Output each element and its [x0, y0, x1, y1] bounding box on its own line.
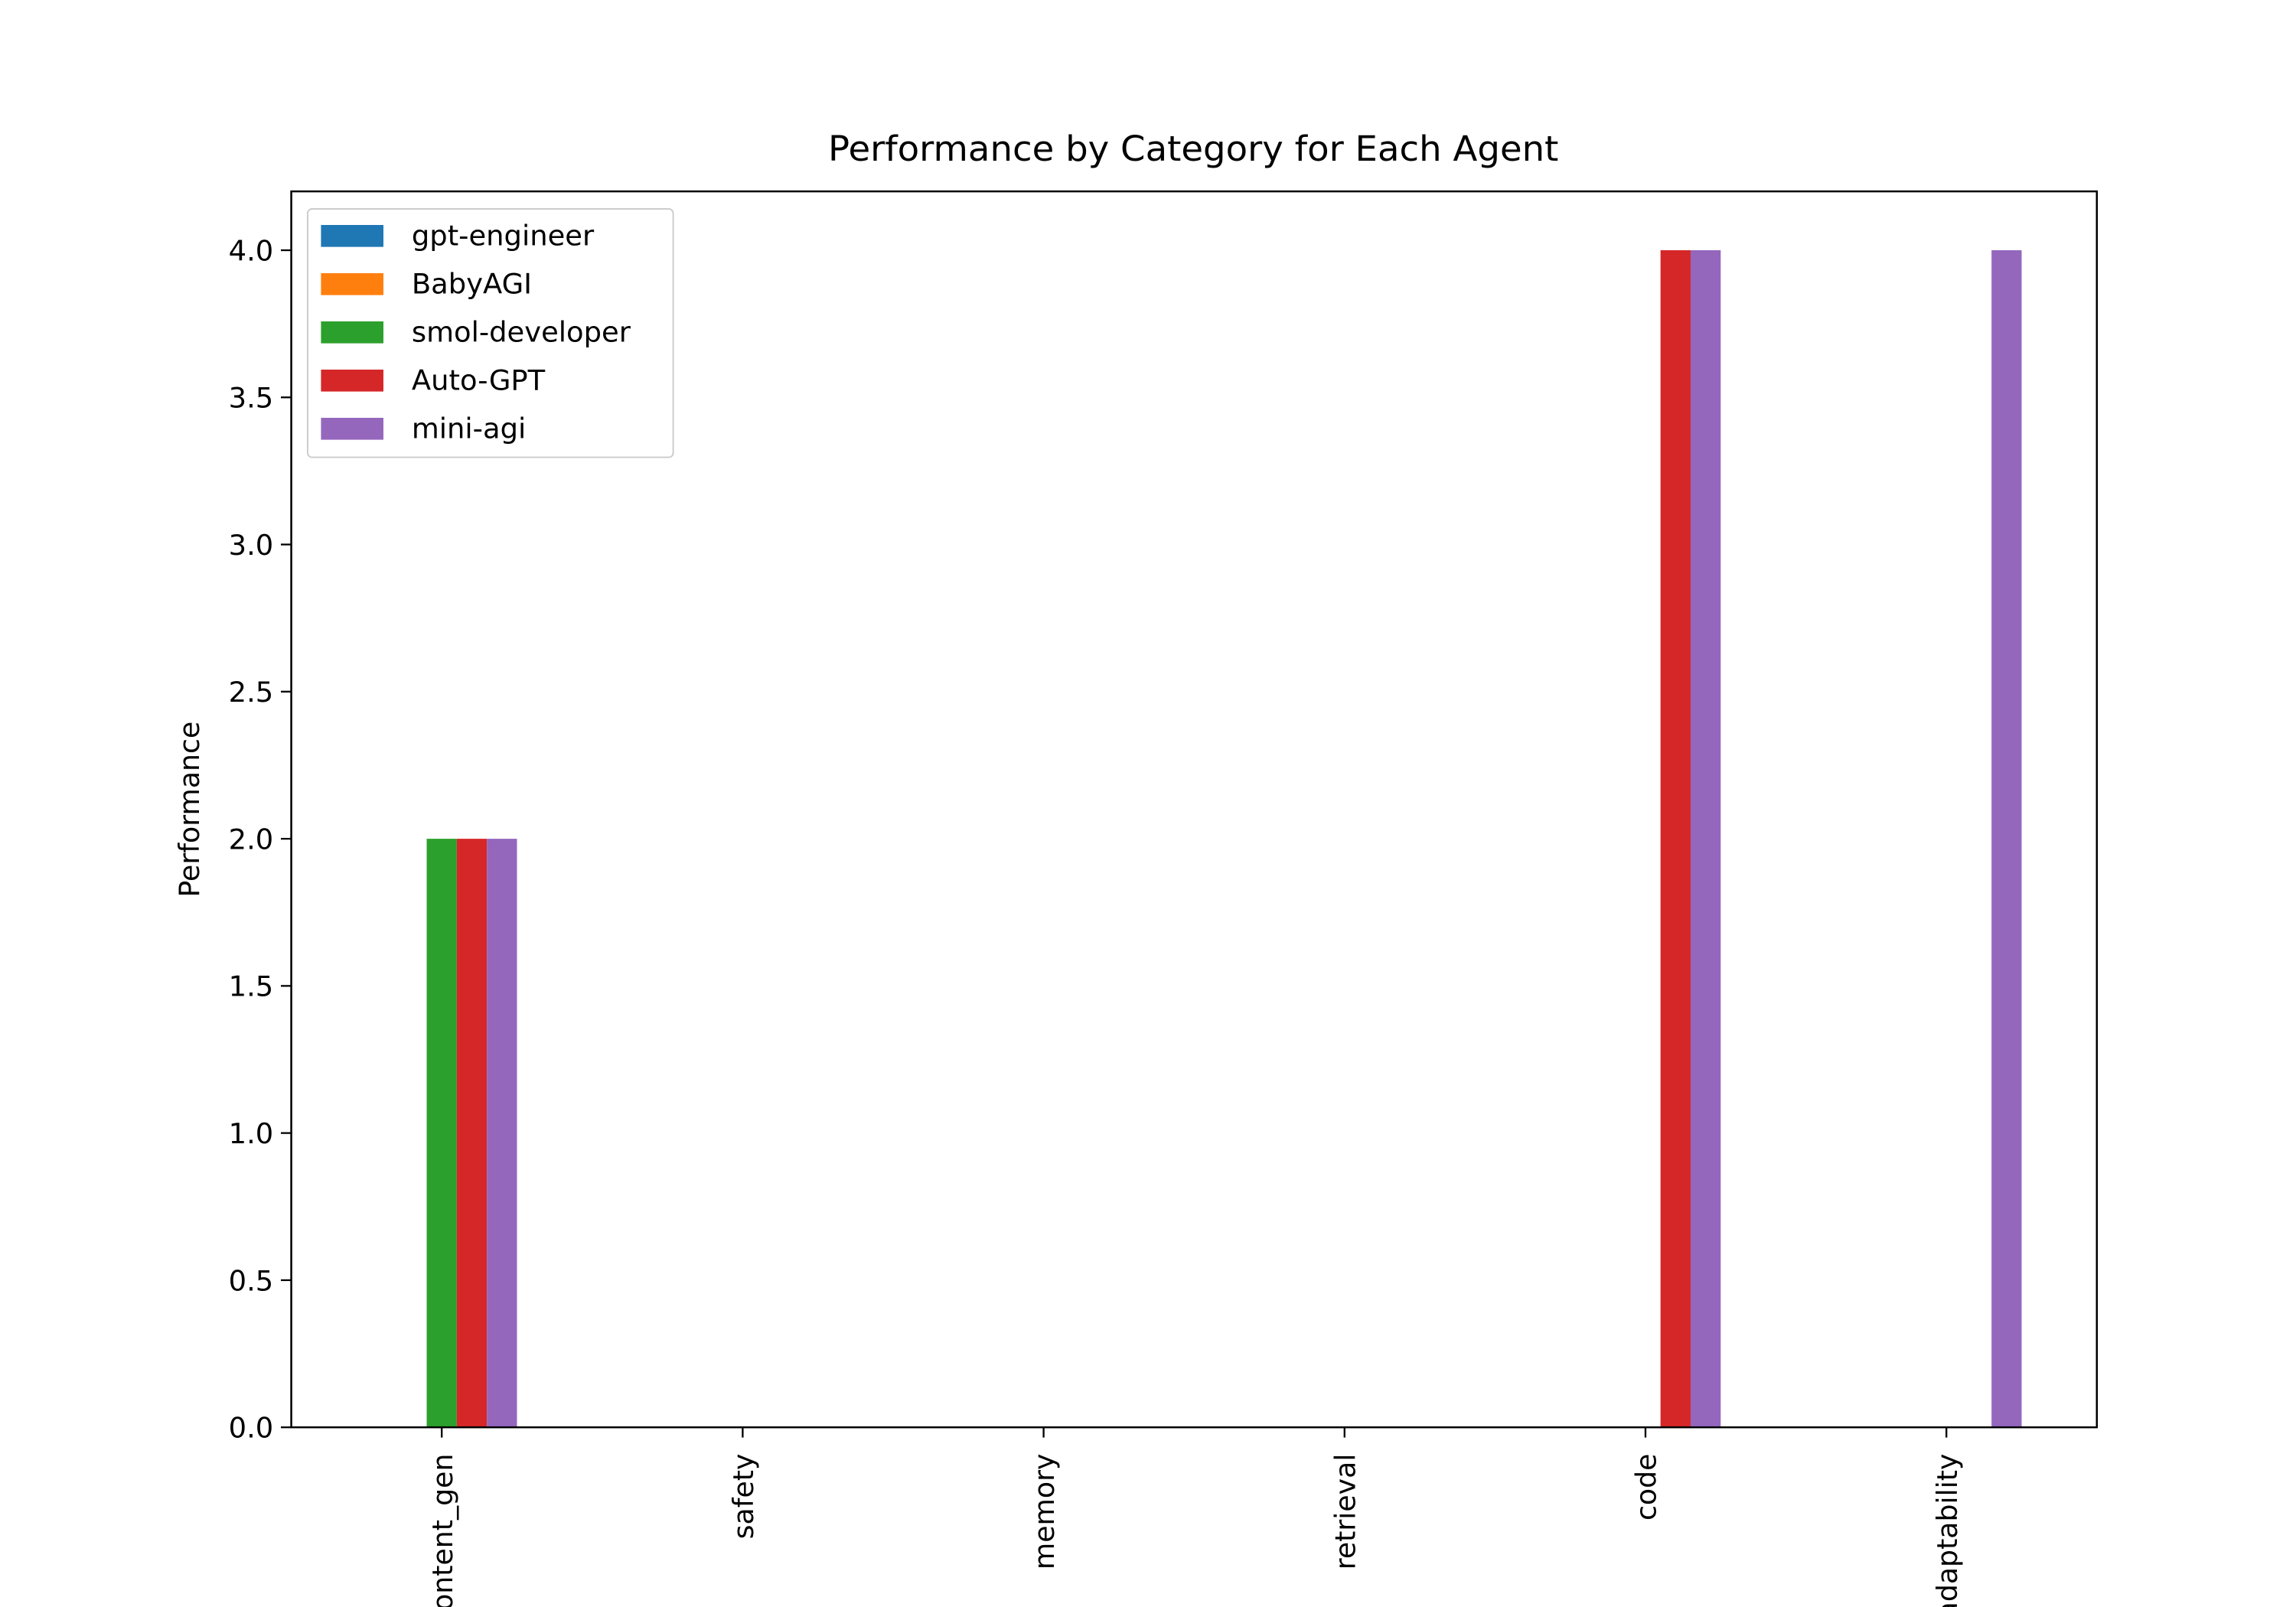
legend-swatch	[321, 273, 383, 295]
y-tick-label: 3.5	[229, 382, 274, 415]
x-tick-label: content_gen	[426, 1454, 458, 1607]
y-tick-label: 1.5	[229, 970, 274, 1003]
legend-label: gpt-engineer	[412, 220, 595, 253]
legend-swatch	[321, 418, 383, 440]
y-tick-label: 0.0	[229, 1412, 274, 1445]
chart-title: Performance by Category for Each Agent	[828, 128, 1558, 169]
bar	[456, 839, 488, 1428]
y-tick-label: 2.5	[229, 676, 274, 709]
bar	[426, 839, 457, 1428]
y-tick-label: 4.0	[229, 235, 274, 268]
legend-swatch	[321, 370, 383, 392]
y-tick-label: 1.0	[229, 1117, 274, 1150]
x-tick-label: memory	[1028, 1454, 1061, 1570]
plot-area: 0.0 0.5 1.0 1.5 2.0 2.5 3.0 3.5 4.0 content_gen sa…	[229, 190, 2099, 1607]
y-tick-label: 3.0	[229, 529, 274, 562]
legend-box	[306, 208, 674, 458]
legend-label: smol-developer	[412, 316, 631, 349]
bar	[1660, 250, 1691, 1428]
y-axis-label: Performance	[173, 722, 206, 898]
legend-swatch	[321, 321, 383, 344]
legend-swatch	[321, 225, 383, 247]
bar	[487, 839, 517, 1428]
x-tick-label: retrieval	[1329, 1454, 1362, 1570]
bar	[1991, 250, 2022, 1428]
legend-label: BabyAGI	[412, 268, 532, 301]
y-tick-label: 0.5	[229, 1265, 274, 1298]
x-tick-label: safety	[727, 1454, 760, 1540]
y-tick-label: 2.0	[229, 823, 274, 856]
bar	[1690, 250, 1721, 1428]
x-tick-label: code	[1629, 1454, 1662, 1521]
legend-label: mini-agi	[412, 412, 526, 445]
legend-label: Auto-GPT	[412, 364, 546, 397]
x-tick-label: adaptability	[1931, 1454, 1964, 1607]
axes-frame	[290, 190, 2099, 1429]
